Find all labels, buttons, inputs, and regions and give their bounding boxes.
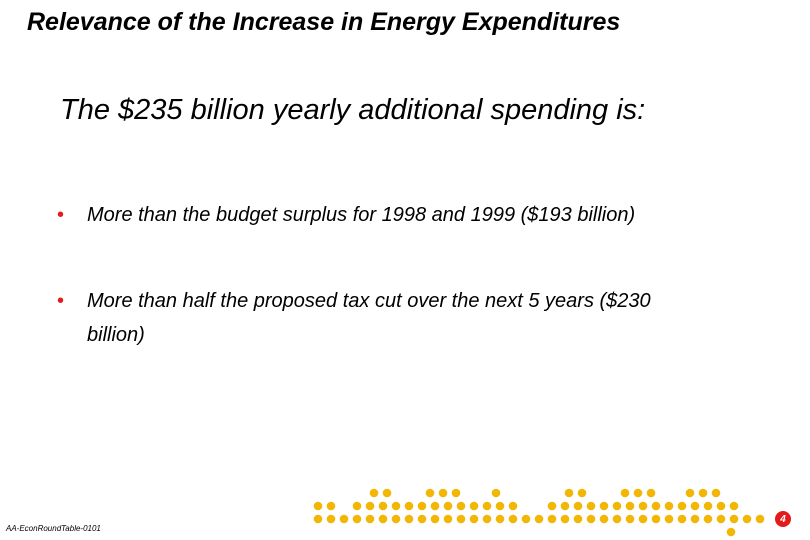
decorative-dot <box>564 488 574 498</box>
decorative-dot <box>404 501 414 511</box>
decorative-dot <box>326 501 336 511</box>
decorative-dot <box>664 501 674 511</box>
bullet-marker-icon: • <box>57 204 65 226</box>
page-number-badge: 4 <box>775 511 791 527</box>
decorative-dot <box>677 501 687 511</box>
decorative-dot <box>690 501 700 511</box>
decorative-dot <box>326 514 336 524</box>
decorative-dot <box>726 527 736 537</box>
decorative-dot <box>703 514 713 524</box>
decorative-dot <box>534 514 544 524</box>
decorative-dot <box>599 514 609 524</box>
bullet-marker-icon: • <box>57 290 65 312</box>
decorative-dot <box>482 501 492 511</box>
decorative-dot <box>560 501 570 511</box>
decorative-dot <box>577 488 587 498</box>
decorative-dot <box>638 514 648 524</box>
decorative-dot <box>625 514 635 524</box>
decorative-dot <box>560 514 570 524</box>
decorative-dot <box>508 501 518 511</box>
decorative-dot <box>716 501 726 511</box>
bullet-item-1: • More than the budget surplus for 1998 … <box>57 198 727 232</box>
bullet-text-2: More than half the proposed tax cut over… <box>87 290 651 346</box>
decorative-dot <box>339 514 349 524</box>
decorative-dot <box>612 514 622 524</box>
decorative-dot <box>369 488 379 498</box>
bullet-text-1: More than the budget surplus for 1998 an… <box>87 204 636 226</box>
decorative-dot <box>703 501 713 511</box>
decorative-dot <box>625 501 635 511</box>
decorative-dot <box>352 514 362 524</box>
decorative-dot <box>677 514 687 524</box>
slide-title: Relevance of the Increase in Energy Expe… <box>27 8 621 36</box>
decorative-dot <box>443 514 453 524</box>
decorative-dot <box>651 514 661 524</box>
decorative-dot <box>425 488 435 498</box>
decorative-dot <box>729 514 739 524</box>
decorative-dot <box>711 488 721 498</box>
decorative-dot <box>391 501 401 511</box>
decorative-dot <box>716 514 726 524</box>
decorative-dot <box>404 514 414 524</box>
decorative-dot <box>451 488 461 498</box>
decorative-dot <box>313 501 323 511</box>
decorative-dot <box>469 501 479 511</box>
page-number: 4 <box>780 513 786 525</box>
decorative-dot <box>352 501 362 511</box>
decorative-dot <box>313 514 323 524</box>
decorative-dot <box>430 501 440 511</box>
footer-code: AA-EconRoundTable-0101 <box>6 524 101 533</box>
decorative-dot <box>651 501 661 511</box>
decorative-dot <box>664 514 674 524</box>
decorative-dot <box>495 514 505 524</box>
decorative-dot <box>456 501 466 511</box>
decorative-dot <box>685 488 695 498</box>
decorative-dot <box>646 488 656 498</box>
decorative-dot <box>443 501 453 511</box>
decorative-dot <box>430 514 440 524</box>
decorative-dot <box>469 514 479 524</box>
decorative-dot <box>378 501 388 511</box>
decorative-dot <box>521 514 531 524</box>
decorative-dot <box>378 514 388 524</box>
decorative-dot <box>547 501 557 511</box>
decorative-dot <box>508 514 518 524</box>
decorative-dot <box>573 514 583 524</box>
decorative-dot <box>456 514 466 524</box>
decorative-dot <box>365 501 375 511</box>
decorative-dot <box>638 501 648 511</box>
decorative-dot <box>391 514 401 524</box>
decorative-dot <box>417 514 427 524</box>
decorative-dot <box>438 488 448 498</box>
decorative-dot <box>586 501 596 511</box>
decorative-dot <box>365 514 375 524</box>
decorative-dot <box>612 501 622 511</box>
decorative-dot <box>382 488 392 498</box>
decorative-dot <box>495 501 505 511</box>
decorative-dot <box>633 488 643 498</box>
decorative-dot <box>573 501 583 511</box>
decorative-dot <box>690 514 700 524</box>
bullet-item-2: • More than half the proposed tax cut ov… <box>57 284 707 352</box>
decorative-dot <box>755 514 765 524</box>
decorative-dot <box>742 514 752 524</box>
decorative-dot <box>729 501 739 511</box>
decorative-dot <box>547 514 557 524</box>
decorative-dot <box>482 514 492 524</box>
decorative-dot <box>698 488 708 498</box>
decorative-dot <box>586 514 596 524</box>
decorative-dot <box>620 488 630 498</box>
decorative-dot <box>417 501 427 511</box>
slide-heading: The $235 billion yearly additional spend… <box>60 94 646 126</box>
decorative-dot <box>599 501 609 511</box>
decorative-dot <box>491 488 501 498</box>
